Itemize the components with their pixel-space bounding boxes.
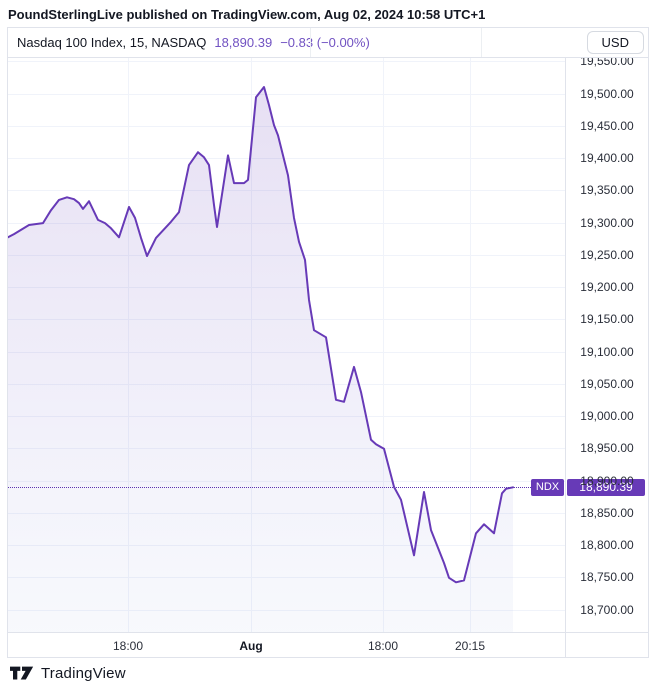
time-axis-label: Aug [239,633,262,658]
price-axis-label: 18,950.00 [566,441,648,456]
time-axis-label: 18:00 [113,633,143,658]
chart-legend: Nasdaq 100 Index, 15, NASDAQ 18,890.39 −… [8,35,370,50]
toolbar-divider [310,28,311,57]
price-axis-label: 19,550.00 [566,58,648,69]
price-axis[interactable]: 18,890.39 19,550.0019,500.0019,450.0019,… [565,58,648,632]
toolbar-divider [481,28,482,57]
legend-change: −0.83 (−0.00%) [280,35,370,50]
tradingview-logo-text: TradingView [41,665,126,682]
price-axis-label: 19,150.00 [566,312,648,327]
tradingview-logo-icon [10,665,34,682]
price-axis-label: 19,350.00 [566,183,648,198]
price-axis-label: 19,050.00 [566,377,648,392]
currency-button[interactable]: USD [587,31,644,54]
price-axis-label: 18,750.00 [566,570,648,585]
price-axis-label: 19,300.00 [566,216,648,231]
chart-canvas[interactable]: NDX [8,58,565,632]
time-axis-label: 20:15 [455,633,485,658]
price-axis-label: 19,450.00 [566,119,648,134]
price-axis-label: 19,000.00 [566,409,648,424]
time-axis[interactable]: 18:00 Aug 18:00 20:15 [8,632,648,657]
price-axis-label: 19,500.00 [566,87,648,102]
attribution-text: PoundSterlingLive published on TradingVi… [8,7,485,22]
price-axis-label: 19,250.00 [566,248,648,263]
tradingview-logo-link[interactable]: TradingView [10,665,126,682]
tradingview-snapshot: PoundSterlingLive published on TradingVi… [0,0,656,695]
legend-symbol-title: Nasdaq 100 Index, 15, NASDAQ [17,35,206,50]
series-price-flag: NDX [531,479,564,496]
price-axis-label: 18,900.00 [566,474,648,489]
chart-toolbar: Nasdaq 100 Index, 15, NASDAQ 18,890.39 −… [8,28,648,58]
axis-corner-cell [565,633,648,658]
legend-last-price: 18,890.39 [214,35,272,50]
price-axis-label: 19,400.00 [566,151,648,166]
price-axis-label: 18,800.00 [566,538,648,553]
time-axis-label: 18:00 [368,633,398,658]
chart-card: Nasdaq 100 Index, 15, NASDAQ 18,890.39 −… [7,27,649,658]
price-area-series [8,58,565,632]
price-axis-label: 19,100.00 [566,345,648,360]
price-axis-label: 18,850.00 [566,506,648,521]
current-price-line [8,487,531,488]
price-axis-label: 18,700.00 [566,603,648,618]
price-axis-label: 19,200.00 [566,280,648,295]
